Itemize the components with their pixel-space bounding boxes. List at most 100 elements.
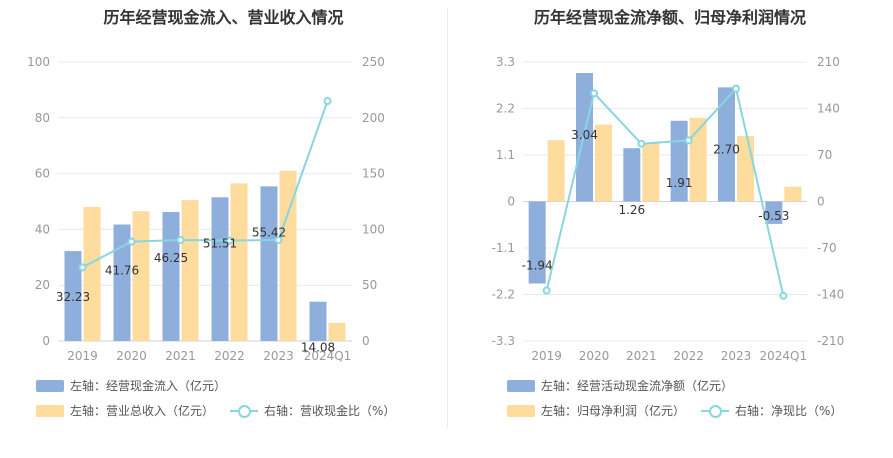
ratio-point xyxy=(78,263,87,272)
left-axis-tick: -3.3 xyxy=(492,334,515,348)
left-axis-tick: 0 xyxy=(507,195,515,209)
chart-panel-cashflow-revenue: 历年经营现金流入、营业收入情况 0 20 40 60 80 100 0 50 100 150 200… xyxy=(27,8,395,419)
right-axis-tick: -210 xyxy=(817,334,844,348)
bar-secondary xyxy=(642,143,660,202)
legend-swatch-bar xyxy=(507,404,535,417)
right-axis-tick: 50 xyxy=(362,278,377,292)
panel-divider xyxy=(447,8,448,428)
left-axis-tick: 2.2 xyxy=(496,102,515,116)
legend-label: 右轴：净现比（%） xyxy=(735,404,843,418)
bar-primary xyxy=(309,301,327,341)
left-axis-tick: -2.2 xyxy=(492,288,515,302)
category-tick-label: 2020 xyxy=(116,349,147,363)
right-axis-tick: 70 xyxy=(817,148,832,162)
chart-plot-netcash-profit: -3.3 -2.2 -1.1 0 1.1 2.2 3.3 -210 -140 -70 0 70 140 2… xyxy=(492,55,845,363)
right-axis-tick: 150 xyxy=(362,167,385,181)
ratio-point xyxy=(323,97,332,106)
bar-primary xyxy=(113,224,131,341)
bar-secondary xyxy=(279,170,297,341)
bar-data-label: 51.51 xyxy=(203,236,237,250)
legend-item-net-cash-ratio[interactable]: 右轴：净现比（%） xyxy=(701,402,842,419)
ratio-point xyxy=(127,237,136,246)
legend-label: 左轴：营业总收入（亿元） xyxy=(70,404,215,418)
category-tick-label: 2019 xyxy=(531,349,562,363)
right-axis-tick: 250 xyxy=(362,55,385,69)
legend-label: 左轴：归母净利润（亿元） xyxy=(541,404,686,418)
right-axis-tick: 140 xyxy=(817,102,840,116)
legend-swatch-bar xyxy=(36,379,64,392)
right-axis-tick: -140 xyxy=(817,288,844,302)
bar-secondary xyxy=(230,183,248,341)
category-tick-label: 2019 xyxy=(67,349,98,363)
bar-data-label: -0.53 xyxy=(758,209,789,223)
ratio-point xyxy=(779,291,788,300)
chart-plot-cashflow-revenue: 0 20 40 60 80 100 0 50 100 150 200 250 2019 2020 2021 2… xyxy=(27,55,385,363)
left-axis-tick: 0 xyxy=(42,334,50,348)
bar-data-label: 3.04 xyxy=(571,128,598,142)
ratio-line xyxy=(82,100,329,269)
bar-data-label: -1.94 xyxy=(522,259,553,273)
category-tick-label: 2022 xyxy=(673,349,704,363)
bar-secondary xyxy=(181,200,199,341)
legend-item-net-profit[interactable]: 左轴：归母净利润（亿元） xyxy=(507,402,685,419)
ratio-point xyxy=(732,84,740,93)
ratio-line xyxy=(545,86,785,297)
legend-label: 右轴：营收现金比（%） xyxy=(264,404,396,418)
bar-secondary xyxy=(328,322,346,341)
left-axis-tick: 20 xyxy=(35,278,50,292)
left-axis-tick: 40 xyxy=(35,222,50,236)
right-axis-tick: -70 xyxy=(817,241,837,255)
left-axis-tick: 60 xyxy=(35,167,50,181)
category-tick-label: 2024Q1 xyxy=(760,349,808,363)
right-axis-tick: 100 xyxy=(362,222,385,236)
category-tick-label: 2023 xyxy=(721,349,752,363)
category-tick-label: 2020 xyxy=(579,349,610,363)
bar-primary xyxy=(576,72,593,202)
chart-title: 历年经营现金流入、营业收入情况 xyxy=(103,8,344,27)
category-tick-label: 2022 xyxy=(214,349,245,363)
bar-primary xyxy=(623,148,641,202)
legend-swatch-line xyxy=(701,404,729,418)
bar-primary xyxy=(718,87,735,202)
ratio-point xyxy=(637,139,646,148)
bar-secondary xyxy=(595,124,612,202)
bar-data-label: 1.91 xyxy=(666,176,693,190)
bar-data-label: 2.70 xyxy=(713,142,740,156)
ratio-point xyxy=(684,136,693,145)
left-axis-tick: 80 xyxy=(35,111,50,125)
bar-secondary xyxy=(132,211,150,341)
bar-data-label: 55.42 xyxy=(252,225,286,239)
bar-secondary xyxy=(83,207,101,341)
legend-item-revenue[interactable]: 左轴：营业总收入（亿元） xyxy=(36,402,214,419)
bar-data-label: 14.08 xyxy=(301,341,335,355)
category-tick-label: 2024Q1 xyxy=(304,349,352,363)
ratio-point xyxy=(542,286,551,295)
bar-data-label: 46.25 xyxy=(154,251,188,265)
ratio-point xyxy=(225,236,234,245)
category-tick-label: 2021 xyxy=(626,349,657,363)
bar-primary xyxy=(64,251,82,341)
ratio-point xyxy=(176,236,185,245)
bar-primary xyxy=(211,197,229,341)
left-axis-tick: 1.1 xyxy=(496,148,515,162)
bar-secondary xyxy=(547,140,565,202)
left-axis-tick: 100 xyxy=(27,55,50,69)
bar-primary xyxy=(260,186,278,341)
category-tick-label: 2021 xyxy=(165,349,196,363)
category-tick-label: 2023 xyxy=(263,349,294,363)
bar-primary xyxy=(162,211,180,341)
legend-swatch-bar xyxy=(36,404,64,417)
bar-data-label: 1.26 xyxy=(618,203,645,217)
bar-primary xyxy=(528,201,546,284)
right-axis-tick: 210 xyxy=(817,55,840,69)
legend-item-cash-ratio[interactable]: 右轴：营收现金比（%） xyxy=(230,402,395,419)
right-axis-tick: 0 xyxy=(362,334,370,348)
legend-item-cash-inflow[interactable]: 左轴：经营现金流入（亿元） xyxy=(36,377,226,394)
chart-title: 历年经营现金流净额、归母净利润情况 xyxy=(533,8,806,27)
ratio-point xyxy=(590,89,598,98)
legend-item-net-operating-cashflow[interactable]: 左轴：经营活动现金流净额（亿元） xyxy=(507,377,733,394)
bar-secondary xyxy=(784,186,802,202)
chart-panel-netcash-profit: 历年经营现金流净额、归母净利润情况 -3.3 -2.2 -1.1 0 1.1 2.2 3.3… xyxy=(447,0,893,458)
bar-primary xyxy=(765,201,783,224)
legend-swatch-bar xyxy=(507,379,535,392)
